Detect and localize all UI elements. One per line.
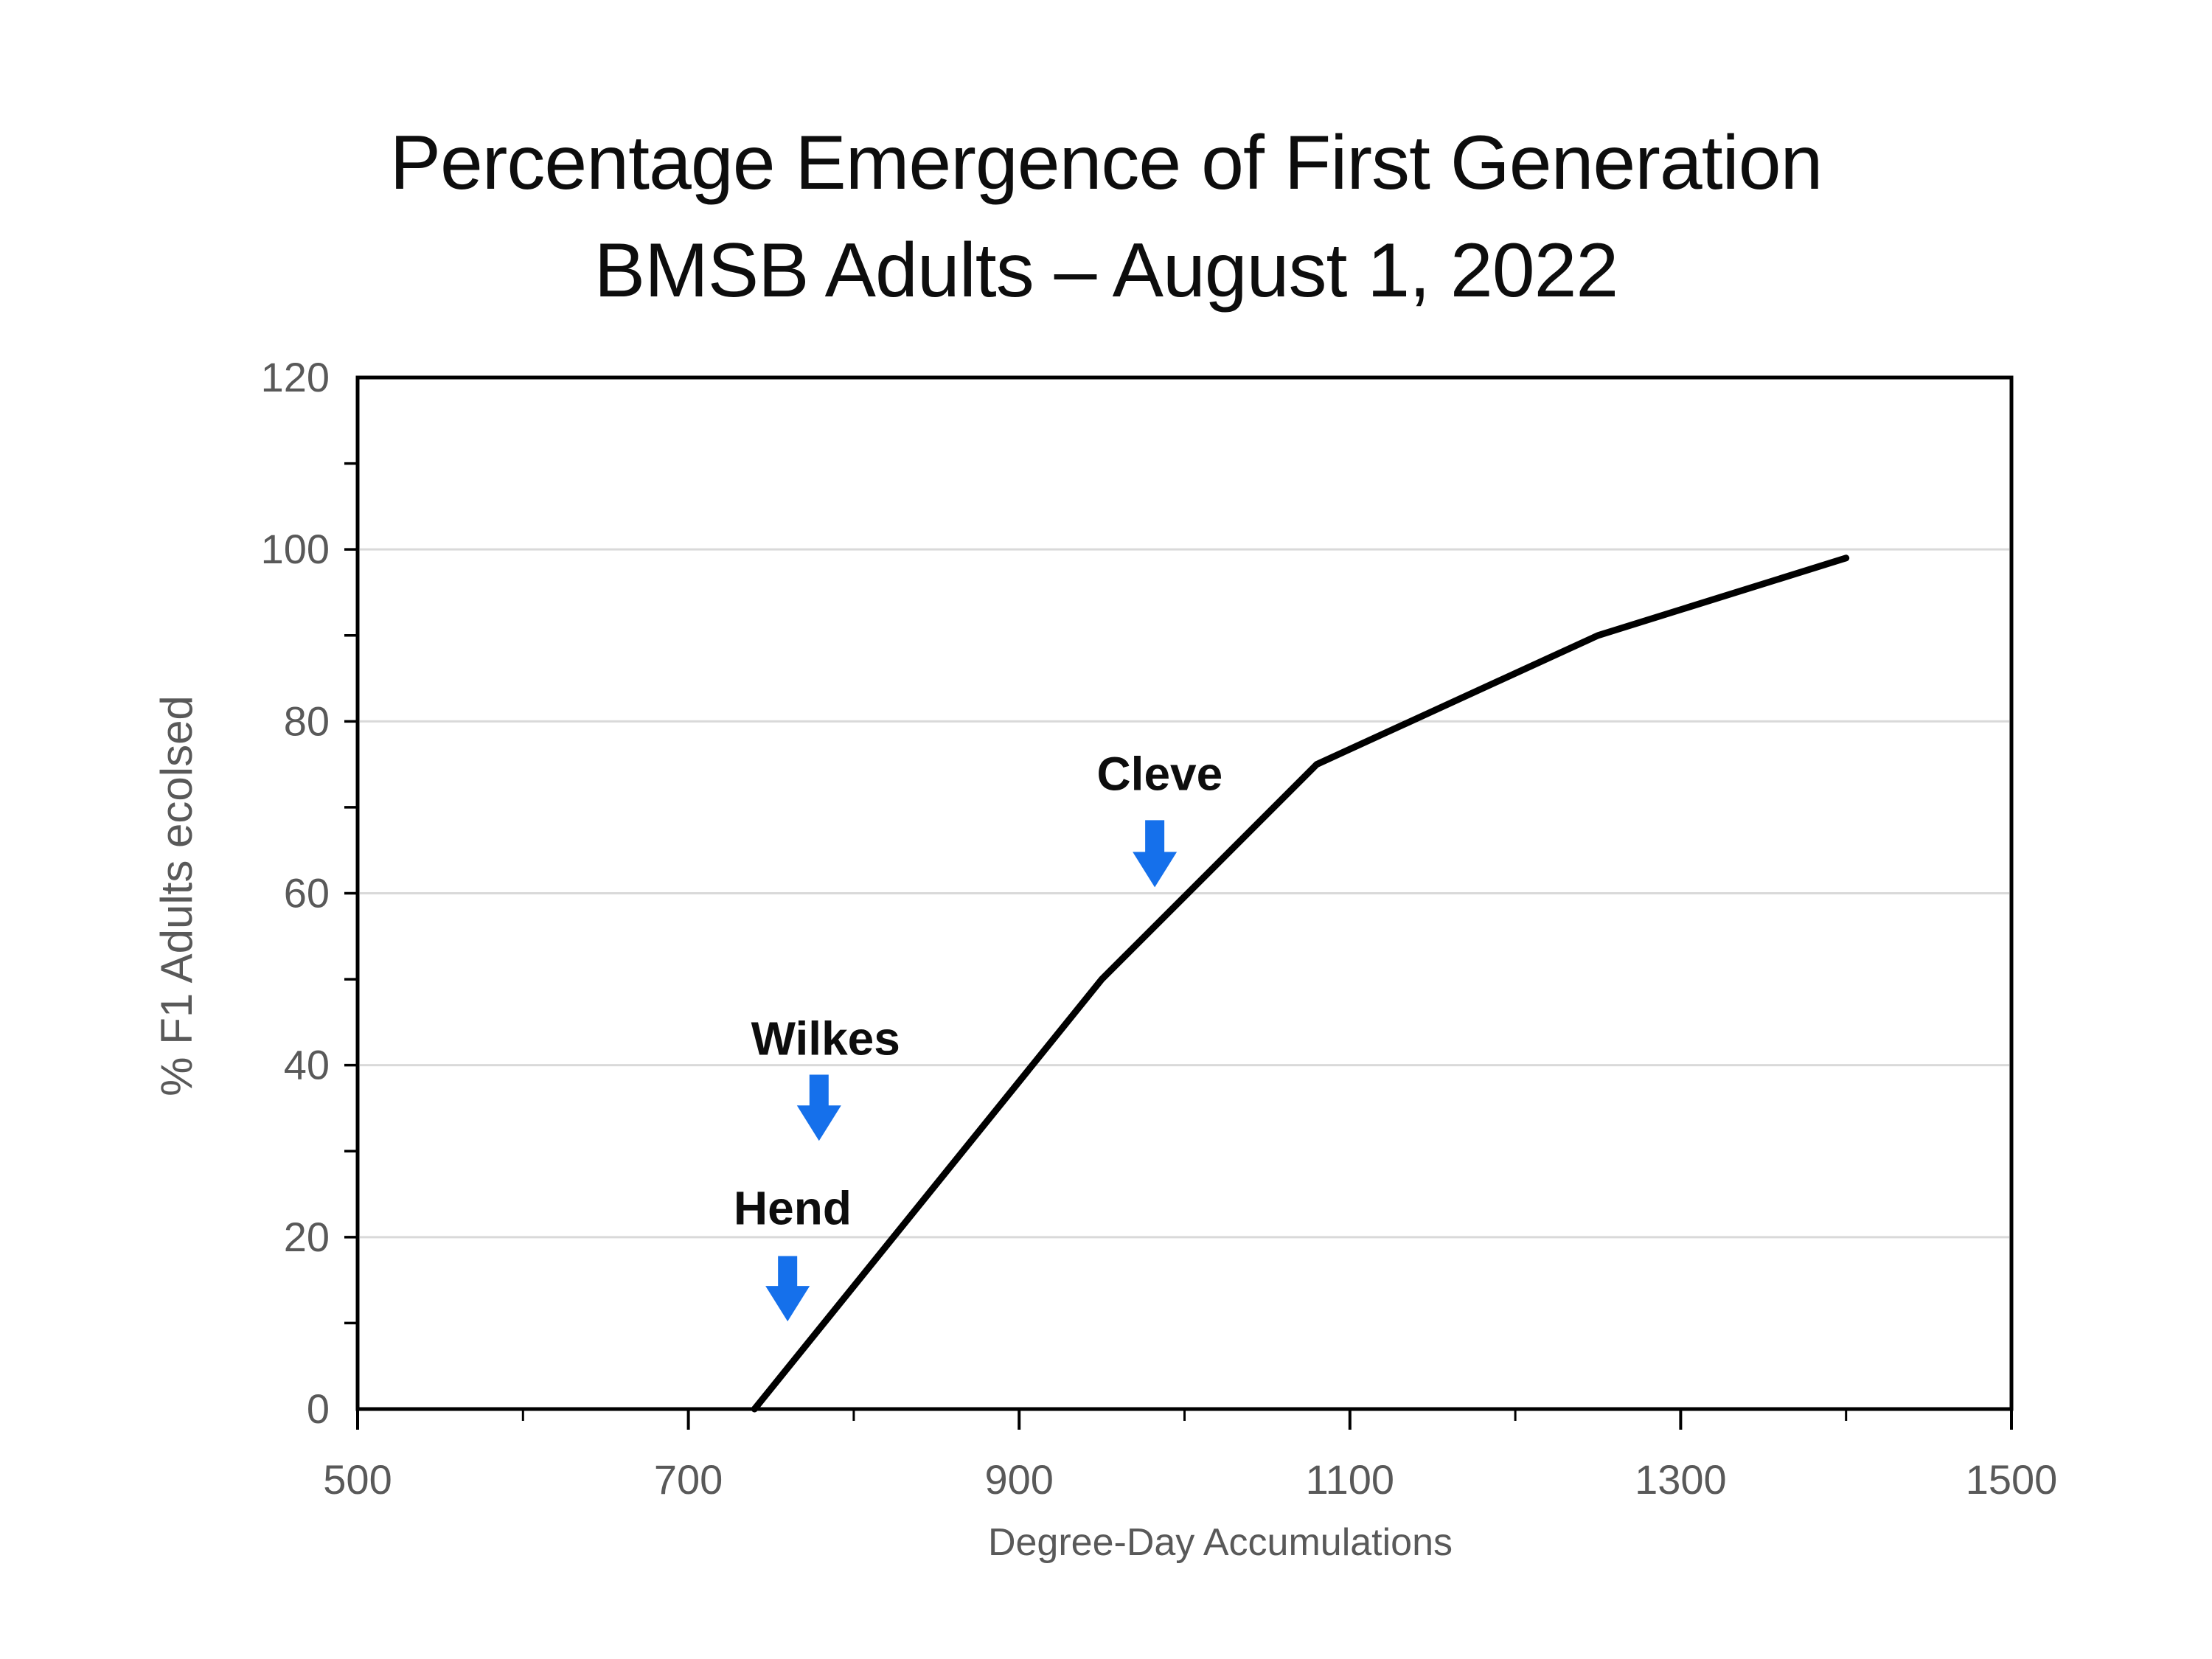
emergence-curve bbox=[751, 554, 1850, 1413]
down-arrow-icon-cleve bbox=[1133, 820, 1178, 888]
y-tick-label: 120 bbox=[261, 354, 330, 400]
y-tick-label: 20 bbox=[284, 1214, 330, 1260]
chart-title-line1: Percentage Emergence of First Generation bbox=[389, 120, 1823, 206]
y-tick-label: 60 bbox=[284, 870, 330, 917]
x-tick-label: 900 bbox=[984, 1456, 1053, 1503]
down-arrow-icon-hend bbox=[765, 1256, 810, 1322]
annotation-label-hend: Hend bbox=[734, 1181, 852, 1234]
y-tick-label: 40 bbox=[284, 1042, 330, 1088]
chart-title: Percentage Emergence of First Generation… bbox=[0, 109, 2212, 324]
annotation-label-wilkes: Wilkes bbox=[751, 1012, 900, 1065]
x-axis-title: Degree-Day Accumulations bbox=[987, 1521, 1453, 1564]
x-tick-label: 700 bbox=[654, 1456, 723, 1503]
x-tick-label: 1300 bbox=[1635, 1456, 1727, 1503]
x-tick-label: 1500 bbox=[1966, 1456, 2058, 1503]
y-tick-label: 80 bbox=[284, 698, 330, 744]
chart-title-line2: BMSB Adults – August 1, 2022 bbox=[594, 228, 1619, 313]
down-arrow-icon-wilkes bbox=[796, 1074, 841, 1141]
y-tick-label: 0 bbox=[307, 1385, 330, 1432]
y-tick-label: 100 bbox=[261, 526, 330, 572]
annotation-label-cleve: Cleve bbox=[1096, 748, 1222, 801]
x-tick-label: 1100 bbox=[1306, 1456, 1394, 1503]
x-tick-label: 500 bbox=[323, 1456, 392, 1503]
